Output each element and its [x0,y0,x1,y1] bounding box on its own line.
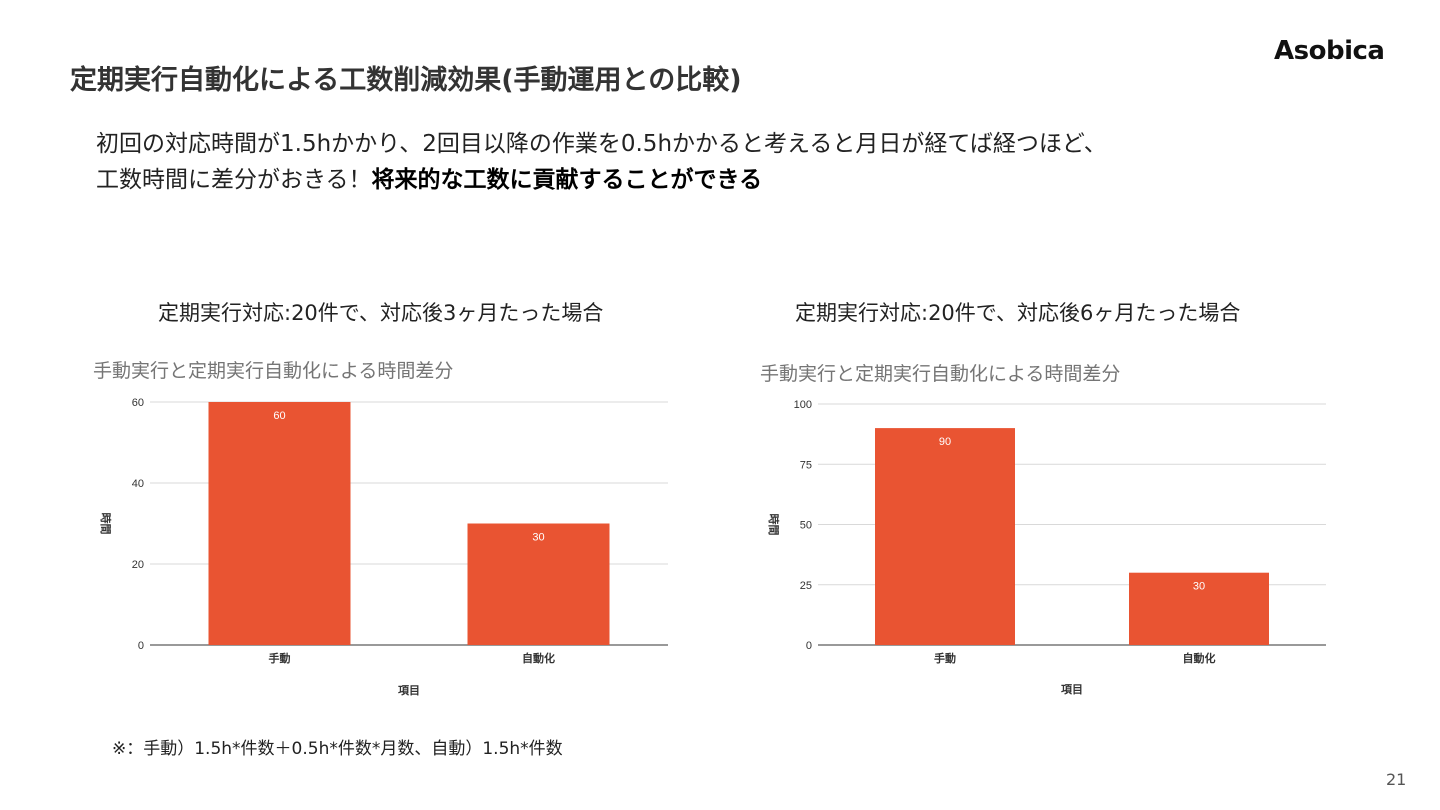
bar-value-label: 60 [273,410,285,422]
slide-title: 定期実行自動化による工数削減効果(手動運用との比較) [70,65,742,96]
x-tick-label: 手動 [934,651,956,665]
x-axis-title: 項目 [1061,683,1083,696]
y-tick-label: 0 [806,640,812,652]
y-axis-title: 時間 [99,513,113,535]
y-tick-label: 25 [800,580,812,592]
asobica-logo: Asobica [1274,36,1385,66]
y-tick-label: 0 [138,640,144,652]
y-tick-label: 100 [794,399,812,411]
bar-value-label: 30 [1193,581,1205,593]
lead-line-2-emphasis: 将来的な工数に貢献することができる [371,167,763,193]
bar-value-label: 30 [532,532,544,544]
y-axis-title: 時間 [767,514,781,536]
lead-line-2: 工数時間に差分がおきる！将来的な工数に貢献することができる [96,162,1107,198]
bar-automated [1129,572,1269,645]
y-tick-label: 75 [800,459,812,471]
y-tick-label: 40 [132,478,144,490]
lead-text: 初回の対応時間が1.5hかかり、2回目以降の作業を0.5hかかると考えると月日が… [96,126,1107,198]
formula-footnote: ※：手動）1.5h*件数＋0.5h*件数*月数、自動）1.5h*件数 [112,739,563,759]
bar-chart-6-months: 手動実行と定期実行自動化による時間差分 0 25 50 75 100 90 手動 30 自動化項目… [760,363,1326,696]
x-tick-label: 自動化 [1183,651,1216,665]
bar-value-label: 90 [939,436,951,448]
x-tick-label: 手動 [269,651,291,665]
bar-manual [208,402,351,645]
x-tick-label: 自動化 [522,651,555,665]
page-number: 21 [1386,770,1407,789]
lead-line-2-normal: 工数時間に差分がおきる！ [96,167,372,193]
bar-automated [467,523,610,645]
x-axis-title: 項目 [398,684,420,697]
y-tick-label: 20 [132,559,144,571]
bar-manual [875,428,1015,645]
lead-line-1: 初回の対応時間が1.5hかかり、2回目以降の作業を0.5hかかると考えると月日が… [96,131,1107,157]
chart-title: 手動実行と定期実行自動化による時間差分 [93,360,453,382]
y-tick-label: 50 [800,520,812,532]
y-tick-label: 60 [132,397,144,409]
chart-title: 手動実行と定期実行自動化による時間差分 [760,363,1120,385]
chart-heading-6-months: 定期実行対応:20件で、対応後6ヶ月たった場合 [795,301,1241,325]
chart-heading-3-months: 定期実行対応:20件で、対応後3ヶ月たった場合 [158,301,604,325]
